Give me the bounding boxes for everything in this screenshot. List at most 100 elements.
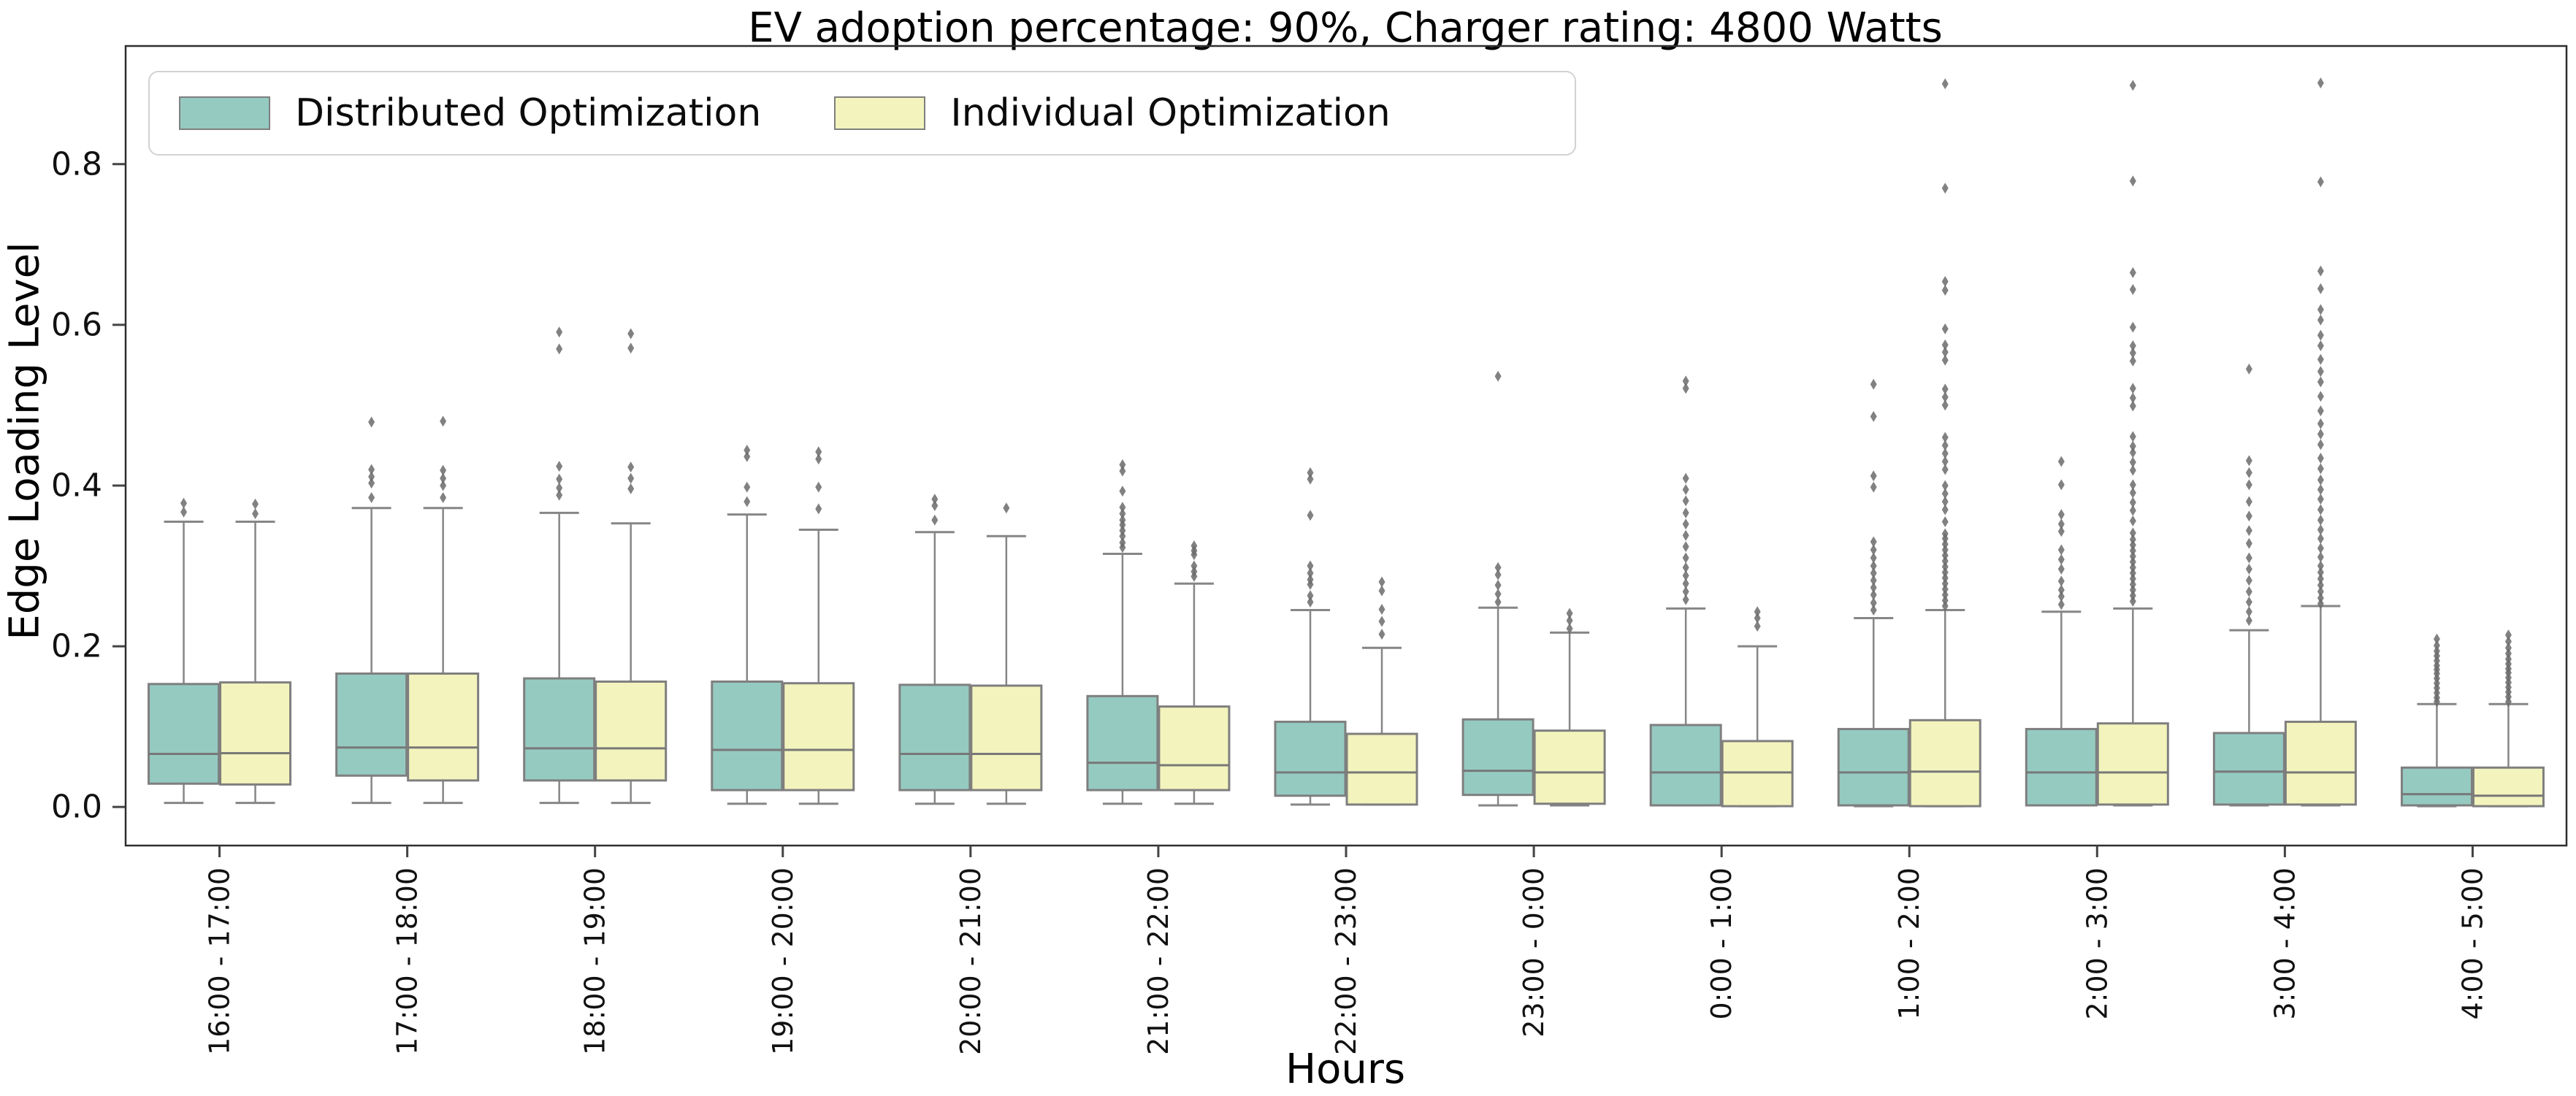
outlier-marker: [2129, 487, 2136, 499]
outlier-marker: [2245, 537, 2252, 549]
outlier-marker: [2317, 453, 2324, 464]
outlier-marker: [1307, 560, 1314, 572]
outlier-marker: [1682, 586, 1689, 597]
outlier-marker: [556, 343, 563, 355]
outlier-marker: [2129, 383, 2136, 394]
outlier-marker: [1119, 525, 1126, 537]
outlier-marker: [2129, 80, 2136, 91]
outlier-marker: [1870, 378, 1877, 390]
outlier-marker: [1941, 448, 1949, 459]
box-distributed: [2400, 766, 2473, 807]
outlier-marker: [1682, 507, 1689, 518]
outlier-marker: [2317, 543, 2324, 554]
y-tick-label: 0.0: [51, 789, 102, 826]
outlier-marker: [2245, 479, 2252, 491]
legend-label-distributed: Distributed Optimization: [295, 91, 762, 135]
outlier-marker: [2245, 552, 2252, 564]
outlier-marker: [1378, 629, 1386, 640]
box-individual: [2472, 766, 2545, 808]
outlier-marker: [1870, 536, 1877, 548]
outlier-marker: [1941, 323, 1949, 334]
outlier-marker: [1119, 519, 1126, 531]
outlier-marker: [2317, 592, 2324, 604]
outlier-marker: [440, 415, 447, 427]
outlier-marker: [556, 326, 563, 338]
outlier-marker: [2317, 314, 2324, 326]
outlier-marker: [2433, 640, 2440, 651]
outlier-marker: [2317, 586, 2324, 597]
outlier-marker: [1941, 533, 1949, 545]
x-tick-label: 4:00 - 5:00: [2456, 867, 2488, 1020]
outlier-marker: [2057, 479, 2065, 491]
outlier-marker: [1682, 552, 1689, 564]
box-individual: [595, 680, 668, 782]
box-individual: [1908, 718, 1981, 808]
box-individual: [2284, 721, 2357, 806]
outlier-marker: [1870, 544, 1877, 556]
y-tick-label: 0.6: [51, 306, 102, 343]
outlier-marker: [744, 451, 751, 462]
outlier-marker: [2129, 464, 2136, 476]
outlier-marker: [2129, 590, 2136, 602]
outlier-marker: [1119, 542, 1126, 553]
outlier-marker: [1190, 560, 1198, 572]
outlier-marker: [1378, 585, 1386, 597]
outlier-marker: [1754, 606, 1761, 618]
y-tick-label: 0.2: [51, 628, 102, 665]
outlier-marker: [2245, 525, 2252, 537]
box-individual: [2096, 722, 2169, 806]
outlier-marker: [1378, 616, 1386, 627]
box-individual: [1533, 729, 1606, 805]
outlier-marker: [1941, 339, 1949, 350]
outlier-marker: [2317, 77, 2324, 89]
outlier-marker: [1119, 502, 1126, 513]
outlier-marker: [2317, 176, 2324, 188]
outlier-marker: [2317, 560, 2324, 572]
outlier-marker: [1494, 562, 1502, 573]
outlier-marker: [2129, 584, 2136, 596]
outlier-marker: [2317, 366, 2324, 378]
outlier-marker: [2129, 527, 2136, 539]
outlier-marker: [2129, 347, 2136, 359]
outlier-marker: [1941, 516, 1949, 527]
outlier-marker: [1494, 569, 1502, 580]
outlier-marker: [252, 507, 259, 519]
outlier-marker: [440, 491, 447, 503]
outlier-marker: [627, 342, 635, 354]
outlier-marker: [1941, 496, 1949, 507]
outlier-marker: [1682, 594, 1689, 605]
box-individual: [219, 681, 292, 786]
outlier-marker: [1870, 552, 1877, 564]
outlier-marker: [1941, 600, 1949, 612]
outlier-marker: [1682, 578, 1689, 589]
outlier-marker: [1682, 383, 1689, 394]
outlier-marker: [2317, 405, 2324, 417]
outlier-marker: [2129, 400, 2136, 412]
outlier-marker: [1119, 507, 1126, 519]
outlier-marker: [1307, 597, 1314, 608]
x-tick-label: 1:00 - 2:00: [1893, 867, 1925, 1020]
outlier-marker: [2317, 474, 2324, 486]
outlier-marker: [2245, 496, 2252, 507]
box-distributed: [711, 680, 784, 792]
outlier-marker: [2317, 579, 2324, 591]
outlier-marker: [2129, 578, 2136, 590]
outlier-marker: [1941, 538, 1949, 550]
outlier-marker: [1870, 582, 1877, 594]
box-distributed: [335, 672, 408, 777]
box-distributed: [1086, 694, 1159, 792]
outlier-marker: [1682, 483, 1689, 495]
outlier-marker: [1682, 541, 1689, 553]
x-tick-label: 16:00 - 17:00: [204, 867, 236, 1055]
outlier-marker: [2317, 439, 2324, 451]
outlier-marker: [1870, 481, 1877, 493]
outlier-marker: [368, 471, 375, 483]
outlier-marker: [1119, 459, 1126, 470]
outlier-marker: [1941, 583, 1949, 595]
outlier-marker: [1494, 579, 1502, 591]
chart-title: EV adoption percentage: 90%, Charger rat…: [748, 4, 1943, 52]
outlier-marker: [2129, 505, 2136, 516]
outlier-marker: [627, 472, 635, 484]
outlier-marker: [2129, 551, 2136, 562]
outlier-marker: [1754, 613, 1761, 624]
